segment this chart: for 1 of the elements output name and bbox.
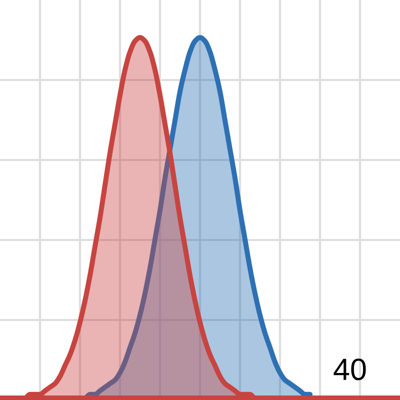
annotation: 40 — [334, 358, 366, 380]
